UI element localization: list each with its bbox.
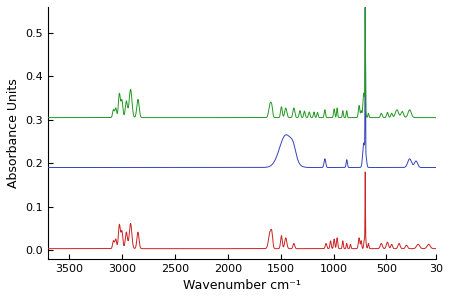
Y-axis label: Absorbance Units: Absorbance Units <box>7 78 20 188</box>
X-axis label: Wavenumber cm⁻¹: Wavenumber cm⁻¹ <box>183 279 301 292</box>
